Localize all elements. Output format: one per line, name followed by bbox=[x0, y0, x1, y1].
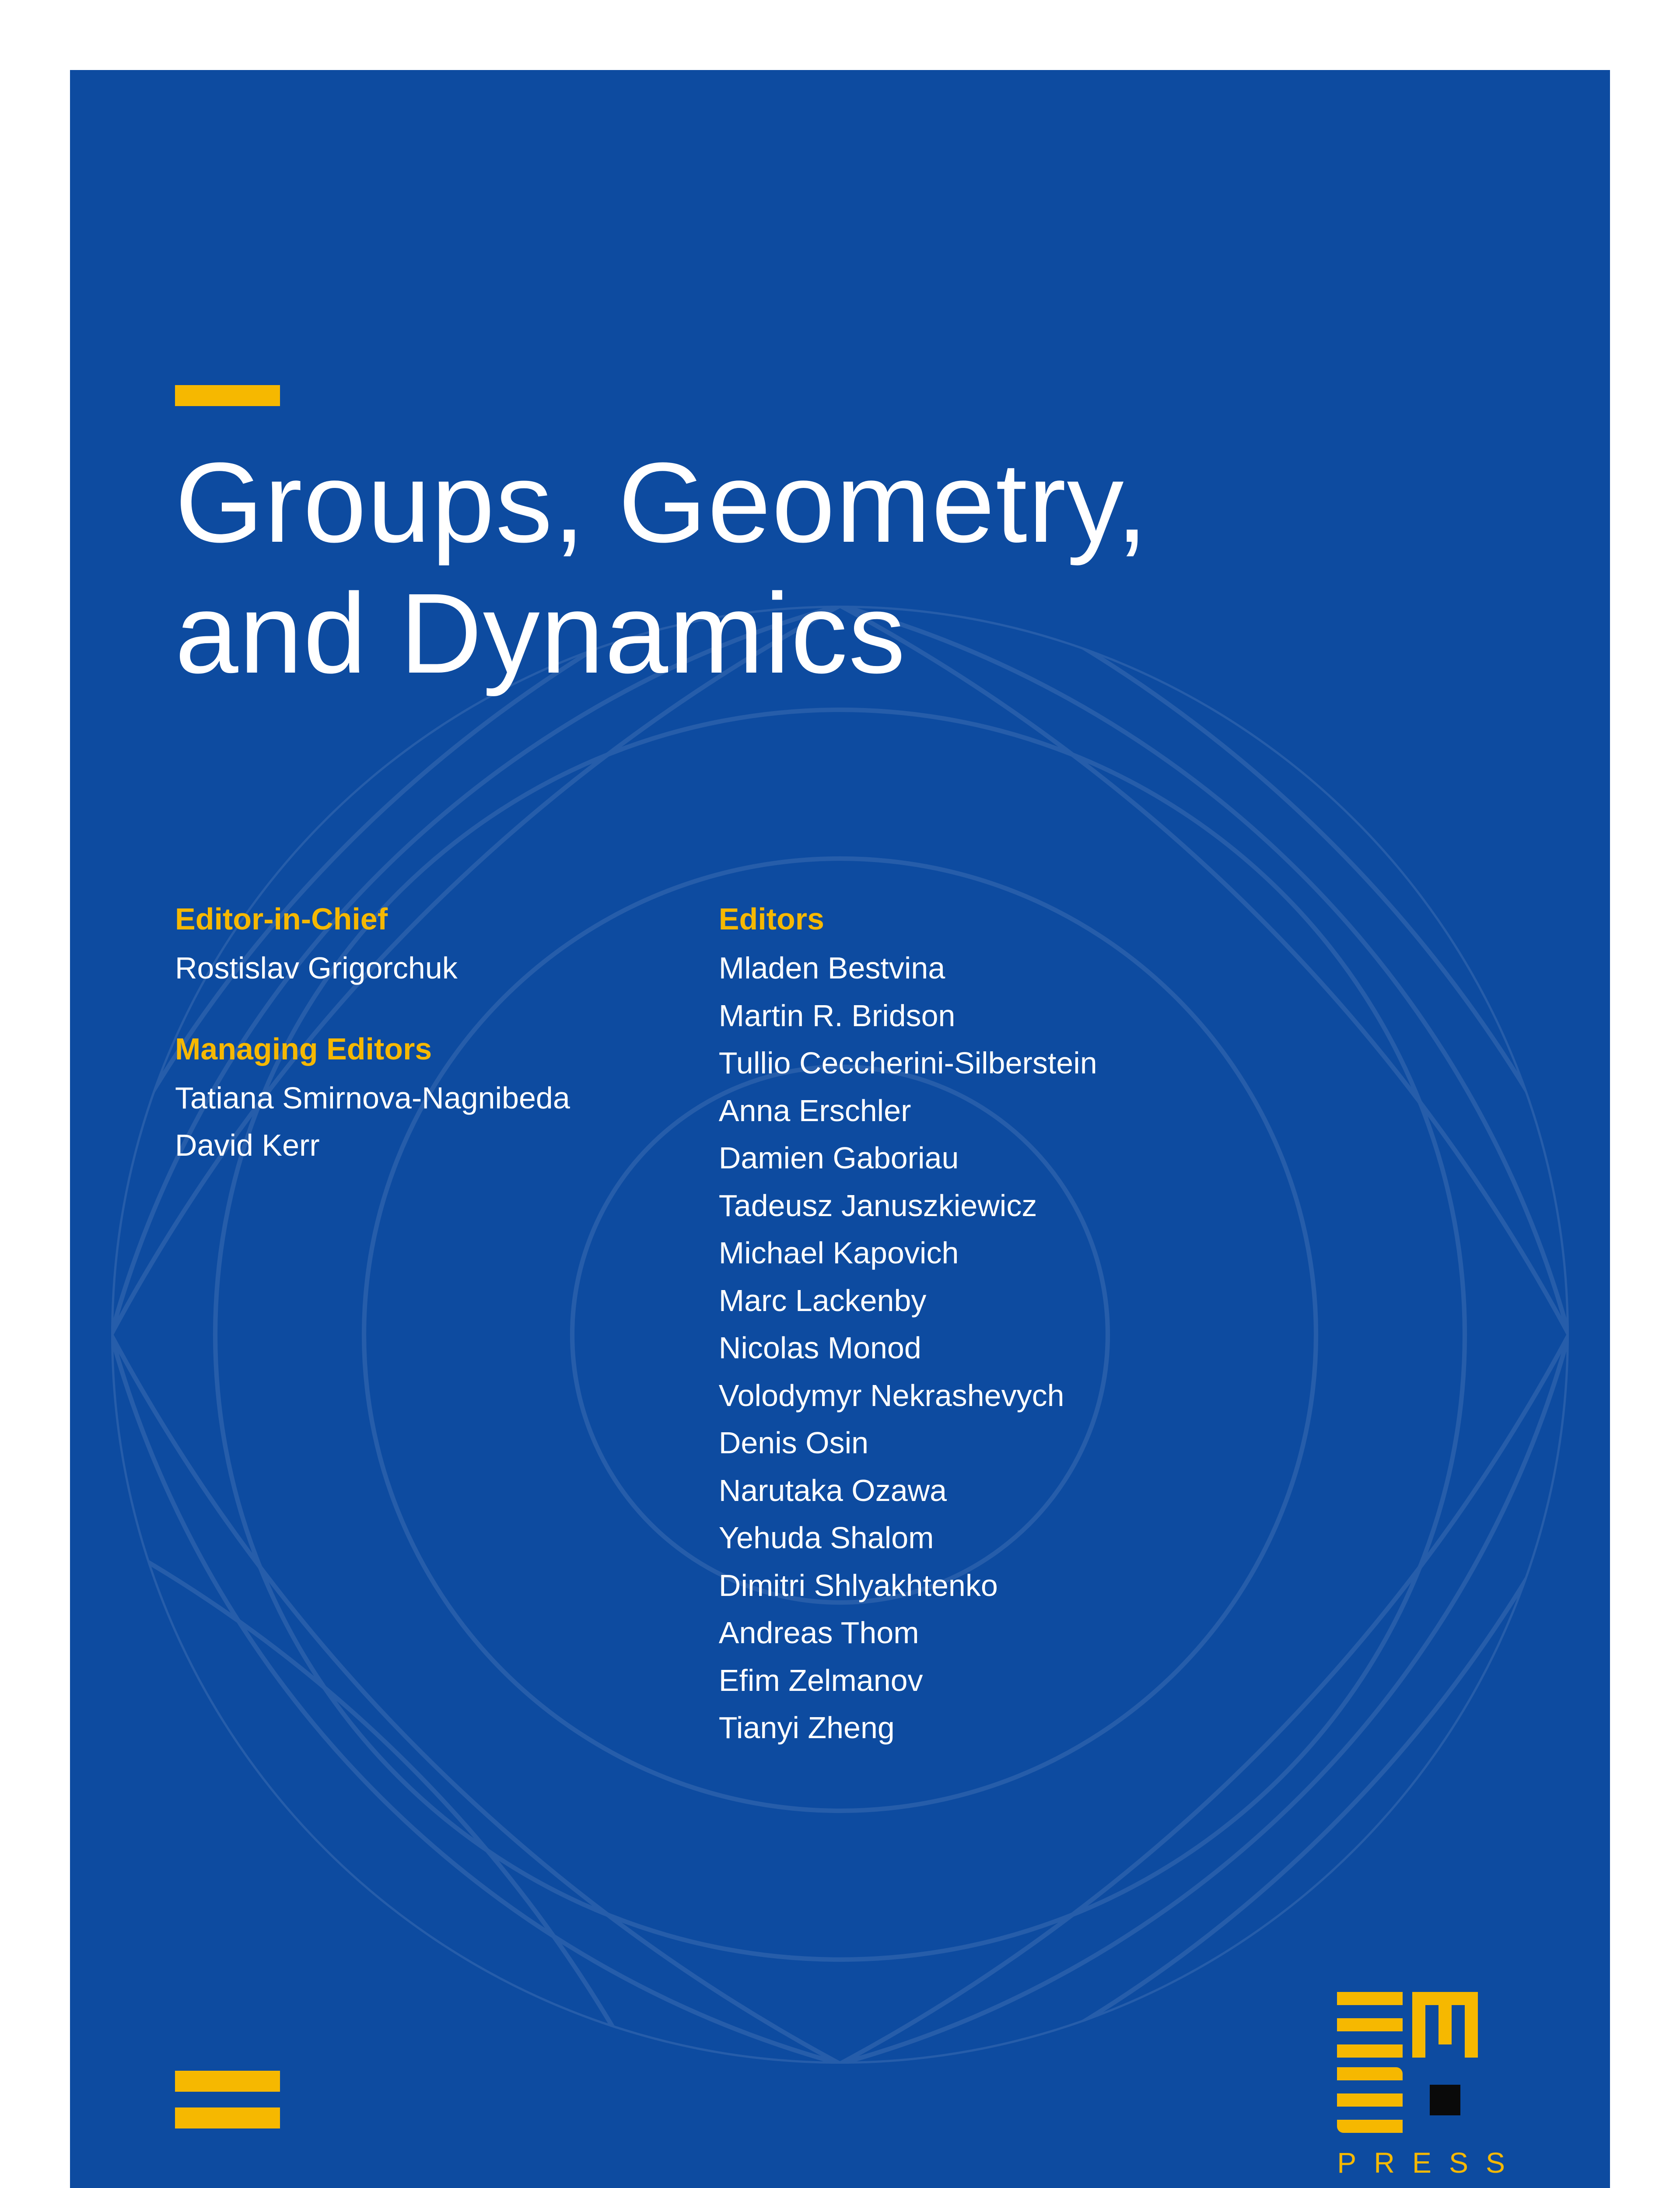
editor-name: Tatiana Smirnova-Nagnibeda bbox=[175, 1074, 570, 1122]
right-column: Editors Mladen BestvinaMartin R. Bridson… bbox=[719, 901, 1097, 1752]
editors-heading: Editors bbox=[719, 901, 1097, 936]
managing-editors-list: Tatiana Smirnova-NagnibedaDavid Kerr bbox=[175, 1074, 570, 1169]
left-column: Editor-in-Chief Rostislav Grigorchuk Man… bbox=[175, 901, 570, 1752]
editor-name: Rostislav Grigorchuk bbox=[175, 944, 570, 992]
logo-letter-s bbox=[1337, 2067, 1403, 2133]
editor-in-chief-list: Rostislav Grigorchuk bbox=[175, 944, 570, 992]
accent-bar-top bbox=[175, 385, 280, 406]
editor-name: Marc Lackenby bbox=[719, 1277, 1097, 1325]
editor-name: Damien Gaboriau bbox=[719, 1134, 1097, 1182]
editors-list: Mladen BestvinaMartin R. BridsonTullio C… bbox=[719, 944, 1097, 1752]
editor-name: Denis Osin bbox=[719, 1419, 1097, 1467]
logo-letter-m bbox=[1412, 1992, 1478, 2058]
editor-name: Narutaka Ozawa bbox=[719, 1467, 1097, 1515]
accent-bars-bottom bbox=[175, 2071, 280, 2144]
journal-cover: Groups, Geometry, and Dynamics Editor-in… bbox=[70, 70, 1610, 2188]
editor-name: Dimitri Shlyakhtenko bbox=[719, 1562, 1097, 1609]
editor-name: Tianyi Zheng bbox=[719, 1704, 1097, 1752]
editor-name: Martin R. Bridson bbox=[719, 992, 1097, 1040]
editor-in-chief-heading: Editor-in-Chief bbox=[175, 901, 570, 936]
editor-name: Tullio Ceccherini-Silberstein bbox=[719, 1039, 1097, 1087]
editor-name: Efim Zelmanov bbox=[719, 1657, 1097, 1704]
ems-logo-glyph bbox=[1337, 1992, 1505, 2133]
logo-square bbox=[1430, 2085, 1460, 2115]
managing-editors-heading: Managing Editors bbox=[175, 1031, 570, 1066]
journal-title: Groups, Geometry, and Dynamics bbox=[175, 438, 1148, 699]
editor-name: David Kerr bbox=[175, 1122, 570, 1169]
editor-name: Mladen Bestvina bbox=[719, 944, 1097, 992]
logo-press-label: PRESS bbox=[1337, 2146, 1522, 2179]
editor-name: Volodymyr Nekrashevych bbox=[719, 1372, 1097, 1420]
editor-name: Yehuda Shalom bbox=[719, 1514, 1097, 1562]
editor-name: Andreas Thom bbox=[719, 1609, 1097, 1657]
editor-name: Anna Erschler bbox=[719, 1087, 1097, 1135]
editor-name: Nicolas Monod bbox=[719, 1324, 1097, 1372]
editors-area: Editor-in-Chief Rostislav Grigorchuk Man… bbox=[175, 901, 1097, 1752]
logo-letter-e bbox=[1337, 1992, 1403, 2058]
editor-name: Michael Kapovich bbox=[719, 1229, 1097, 1277]
editor-name: Tadeusz Januszkiewicz bbox=[719, 1182, 1097, 1230]
ems-press-logo: PRESS bbox=[1337, 1992, 1505, 2179]
